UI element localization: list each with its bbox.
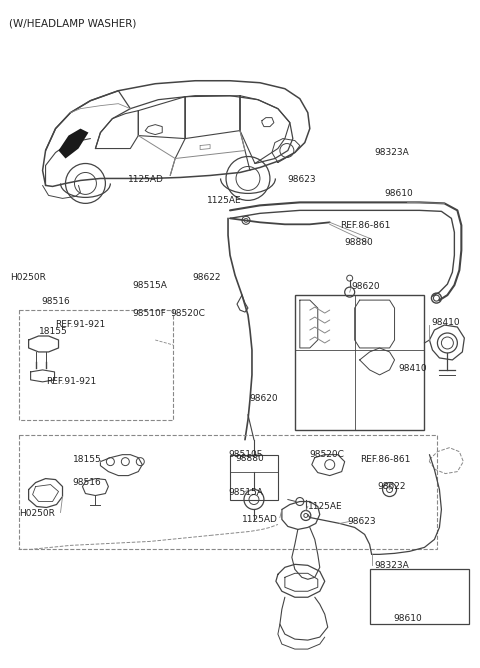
Text: 98515A: 98515A: [228, 488, 263, 496]
Text: 1125AE: 1125AE: [308, 502, 342, 510]
Text: 18155: 18155: [39, 327, 68, 337]
Text: 1125AD: 1125AD: [242, 516, 278, 524]
Bar: [230, 455, 278, 500]
Text: 98623: 98623: [348, 518, 376, 526]
Text: 98410: 98410: [398, 364, 427, 373]
Text: 98516: 98516: [41, 297, 70, 307]
Text: 98516: 98516: [72, 478, 101, 486]
Text: REF.91-921: REF.91-921: [46, 377, 96, 386]
Text: H0250R: H0250R: [10, 273, 46, 282]
Text: 98620: 98620: [250, 394, 278, 403]
Text: 98880: 98880: [235, 454, 264, 463]
Text: 98520C: 98520C: [310, 450, 345, 459]
Text: 98620: 98620: [352, 282, 380, 291]
Text: 1125AE: 1125AE: [206, 196, 241, 205]
Text: REF.86-861: REF.86-861: [340, 220, 391, 230]
Text: (W/HEADLAMP WASHER): (W/HEADLAMP WASHER): [9, 19, 136, 29]
Text: 18155: 18155: [72, 455, 101, 464]
Text: REF.91-921: REF.91-921: [56, 320, 106, 329]
Text: 98623: 98623: [288, 176, 316, 184]
Text: 98515A: 98515A: [132, 281, 167, 290]
Text: 1125AD: 1125AD: [128, 176, 163, 184]
Text: 98880: 98880: [345, 238, 373, 247]
Text: 98323A: 98323A: [374, 148, 409, 156]
Polygon shape: [59, 129, 88, 158]
Bar: [295, 295, 424, 430]
Text: 98622: 98622: [378, 482, 406, 490]
Text: H0250R: H0250R: [19, 510, 55, 518]
Bar: [370, 569, 469, 624]
Text: 98610: 98610: [393, 614, 422, 623]
Text: 98323A: 98323A: [374, 561, 409, 570]
Text: 98410: 98410: [432, 318, 460, 327]
Text: REF.86-861: REF.86-861: [360, 455, 410, 464]
Text: 98520C: 98520C: [170, 309, 205, 318]
Text: 98510F: 98510F: [132, 309, 166, 318]
Text: 98610: 98610: [384, 190, 413, 198]
Text: 98622: 98622: [192, 273, 221, 282]
Text: 98510F: 98510F: [228, 450, 262, 459]
